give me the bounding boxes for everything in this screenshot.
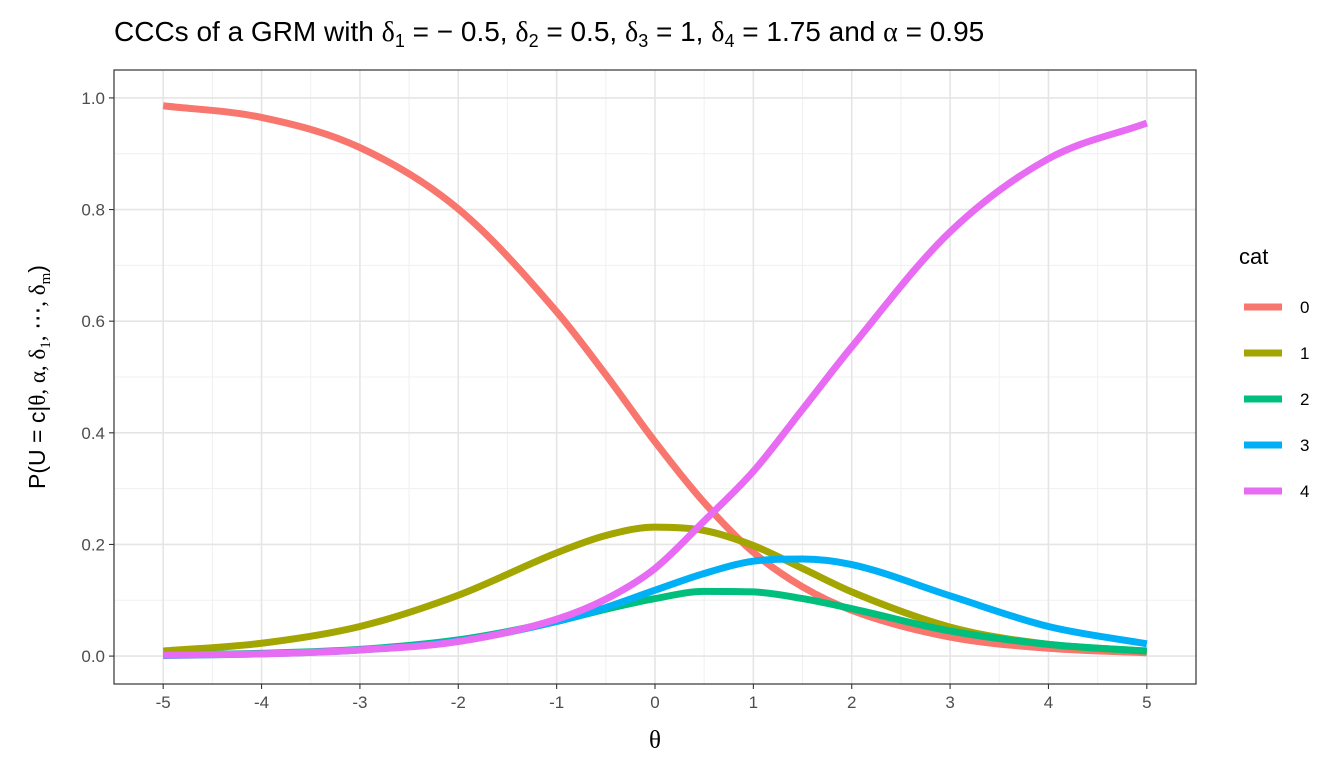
x-tick-label: -3 (352, 693, 367, 712)
legend-label-cat-0: 0 (1300, 298, 1309, 317)
legend-label-cat-4: 4 (1300, 482, 1309, 501)
y-tick-label: 0.0 (81, 647, 105, 666)
legend-label-cat-2: 2 (1300, 390, 1309, 409)
legend-label-cat-3: 3 (1300, 436, 1309, 455)
x-axis-title: θ (649, 727, 661, 754)
x-tick-label: 4 (1044, 693, 1053, 712)
y-tick-label: 0.4 (81, 424, 105, 443)
x-tick-label: 1 (749, 693, 758, 712)
x-tick-label: -5 (156, 693, 171, 712)
legend: cat 0 1 2 3 4 (1239, 244, 1309, 501)
x-tick-label: 3 (945, 693, 954, 712)
x-tick-label: -4 (254, 693, 269, 712)
x-tick-label: 0 (650, 693, 659, 712)
series-line-cat-1 (162, 523, 1148, 655)
chart-title: CCCs of a GRM with δ1 = − 0.5, δ2 = 0.5,… (114, 16, 984, 51)
x-tick-label: 5 (1142, 693, 1151, 712)
legend-title: cat (1239, 244, 1268, 269)
y-axis: 0.0 0.2 0.4 0.6 0.8 1.0 (81, 89, 114, 666)
series-line-cat-0 (162, 102, 1147, 657)
y-tick-label: 1.0 (81, 89, 105, 108)
y-axis-title: P(U = c|θ, α, δ1, ⋯, δm) (24, 265, 54, 489)
y-tick-label: 0.8 (81, 201, 105, 220)
y-tick-label: 0.6 (81, 312, 105, 331)
x-axis: -5 -4 -3 -2 -1 0 1 2 3 4 5 (156, 684, 1152, 712)
x-tick-label: -2 (451, 693, 466, 712)
plot-panel (113, 69, 1197, 685)
y-tick-label: 0.2 (81, 535, 105, 554)
legend-label-cat-1: 1 (1300, 344, 1309, 363)
series-lines (162, 102, 1149, 660)
series-line-cat-4 (163, 119, 1149, 659)
x-tick-label: -1 (549, 693, 564, 712)
x-tick-label: 2 (847, 693, 856, 712)
